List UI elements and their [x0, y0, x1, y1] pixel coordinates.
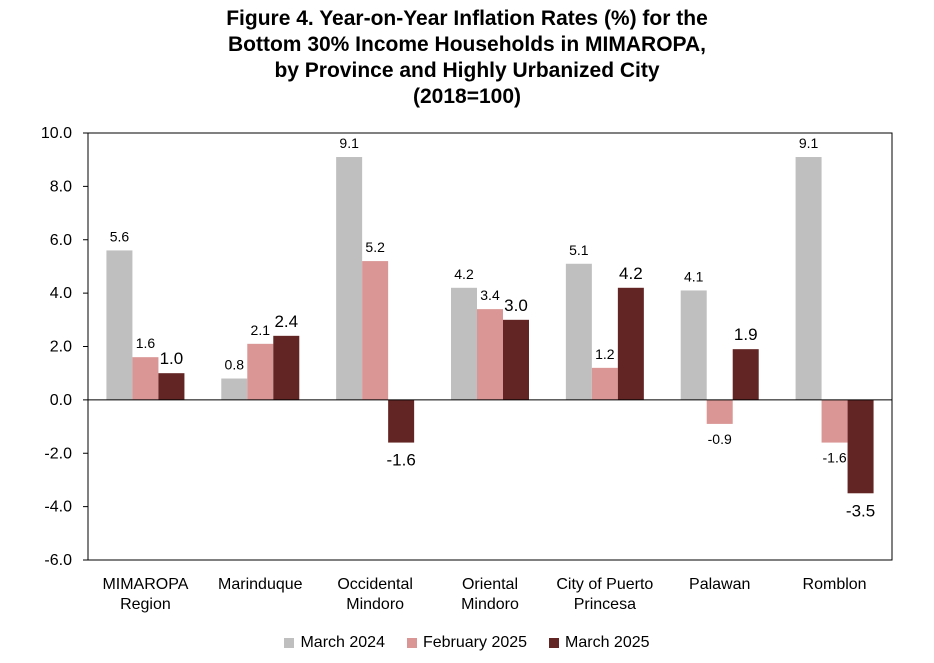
bar	[680, 290, 707, 400]
chart-title-line-1: Figure 4. Year-on-Year Inflation Rates (…	[226, 7, 708, 30]
y-tick-label: 2.0	[50, 339, 72, 356]
legend-swatch-february-2025	[406, 638, 417, 648]
bar-chart: 10.08.06.04.02.00.0-2.0-4.0-6.0 5.61.61.…	[41, 125, 893, 613]
chart-title-line-3: by Province and Highly Urbanized City	[274, 59, 660, 82]
bar	[273, 335, 300, 400]
data-label: -3.5	[846, 501, 875, 520]
data-label: -0.9	[708, 431, 732, 447]
data-label: 5.2	[365, 239, 385, 255]
y-tick-label: 10.0	[41, 125, 72, 142]
bar	[591, 367, 618, 400]
bar	[732, 349, 759, 400]
data-label: -1.6	[386, 451, 415, 470]
data-label: 1.2	[595, 346, 615, 362]
data-label: 3.4	[480, 287, 500, 303]
legend-item-february-2025: February 2025	[406, 634, 528, 652]
x-tick-label: Occidental Mindoro	[337, 576, 413, 613]
data-label: 0.8	[225, 357, 245, 373]
x-tick-label: Marinduque	[218, 576, 303, 593]
data-label: 4.2	[619, 264, 643, 283]
bar	[795, 157, 822, 400]
chart-title: Figure 4. Year-on-Year Inflation Rates (…	[0, 6, 934, 110]
x-tick-label: City of Puerto Princesa	[556, 576, 653, 613]
x-tick-label: Oriental Mindoro	[461, 576, 519, 613]
y-tick-label: 0.0	[50, 392, 72, 409]
x-axis: MIMAROPA Region Marinduque Occidental Mindor…	[102, 576, 866, 613]
data-label: 5.6	[110, 228, 130, 244]
bar	[706, 399, 733, 424]
y-tick-label: -6.0	[44, 552, 72, 569]
data-label: 5.1	[569, 242, 589, 258]
bar	[158, 373, 185, 400]
data-label: 4.2	[454, 266, 474, 282]
x-tick-label: Romblon	[803, 576, 867, 593]
data-label: -1.6	[823, 450, 847, 466]
bar	[221, 378, 248, 400]
y-tick-label: -4.0	[44, 499, 72, 516]
bar	[503, 319, 529, 400]
data-label: 3.0	[504, 296, 528, 315]
bar	[247, 343, 274, 400]
y-tick-label: 8.0	[50, 178, 72, 195]
bar	[565, 263, 592, 400]
data-label: 2.4	[274, 312, 298, 331]
x-tick-label: MIMAROPA Region	[102, 576, 188, 613]
legend-label-march-2025: March 2025	[565, 634, 650, 651]
bars-group: 5.6 1.61.0 0.8 2.1 2.4 9.1 5.2 -1.6 4.2 3.43.0 5.1…	[106, 135, 875, 520]
data-label: 1.9	[734, 325, 758, 344]
bar	[336, 157, 363, 400]
bar	[451, 287, 477, 400]
y-tick-label: 4.0	[50, 285, 72, 302]
x-tick-label: Palawan	[689, 576, 750, 593]
bar	[617, 287, 644, 400]
bar	[132, 357, 159, 400]
chart-title-line-2: Bottom 30% Income Households in MIMAROPA…	[228, 33, 706, 56]
bar	[388, 399, 415, 443]
data-label: 1.6	[136, 335, 156, 351]
bar	[821, 399, 848, 443]
legend-swatch-march-2024	[284, 638, 295, 648]
y-axis: 10.0 8.0 6.0 4.0 2.0 0.0 -2.0 -4.0 -6.0	[41, 125, 88, 569]
data-label: 4.1	[684, 268, 704, 284]
bar	[362, 261, 389, 400]
y-tick-label: -2.0	[44, 445, 72, 462]
legend: March 2024 February 2025 March 2025	[0, 634, 934, 652]
bar	[106, 250, 133, 400]
data-label: 9.1	[339, 135, 359, 151]
bar	[477, 309, 503, 400]
chart-title-line-4: (2018=100)	[412, 85, 521, 108]
legend-label-february-2025: February 2025	[422, 634, 528, 651]
legend-label-march-2024: March 2024	[300, 634, 385, 651]
legend-item-march-2025: March 2025	[549, 634, 650, 652]
legend-swatch-march-2025	[549, 638, 560, 648]
data-label: 9.1	[799, 135, 819, 151]
y-tick-label: 6.0	[50, 232, 72, 249]
data-label: 2.1	[251, 322, 271, 338]
legend-item-march-2024: March 2024	[284, 634, 385, 652]
bar	[847, 399, 874, 494]
data-label: 1.0	[160, 349, 184, 368]
